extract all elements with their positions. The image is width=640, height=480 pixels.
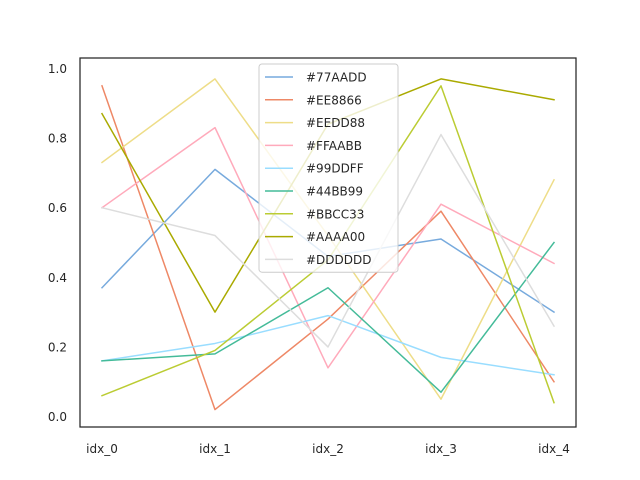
legend-entry-ee8866: #EE8866 — [265, 93, 362, 107]
series-line-44bb99 — [101, 241, 556, 393]
y-tick-label: 1.0 — [48, 62, 67, 76]
y-tick-label: 0.2 — [48, 340, 67, 354]
legend-box — [258, 63, 399, 273]
legend-entry-aaaa00: #AAAA00 — [265, 230, 365, 244]
x-tick-label: idx_4 — [538, 442, 570, 456]
y-tick-label: 0.6 — [48, 201, 67, 215]
legend-label: #EEDD88 — [306, 116, 365, 130]
legend-label: #44BB99 — [306, 185, 363, 199]
plot-frame — [79, 57, 577, 428]
legend-label: #DDDDDD — [306, 253, 372, 267]
legend-label: #99DDFF — [306, 162, 364, 176]
legend-entry-bbcc33: #BBCC33 — [265, 207, 364, 221]
legend-entry-ffaabb: #FFAABB — [265, 139, 362, 153]
legend-label: #BBCC33 — [306, 207, 364, 221]
legend-entry-eedd88: #EEDD88 — [265, 116, 365, 130]
y-tick-label: 0.8 — [48, 132, 67, 146]
y-axis: 0.0 0.2 0.4 0.6 0.8 1.0 — [48, 62, 67, 424]
x-tick-label: idx_2 — [312, 442, 344, 456]
legend-label: #77AADD — [306, 71, 367, 85]
x-axis: idx_0 idx_1 idx_2 idx_3 idx_4 — [86, 442, 570, 456]
legend-label: #AAAA00 — [306, 230, 365, 244]
legend: #77AADD #EE8866 #EEDD88 #FFAABB #99DDFF #44BB… — [258, 63, 399, 273]
y-tick-label: 0.0 — [48, 410, 67, 424]
y-tick-label: 0.4 — [48, 271, 67, 285]
legend-entry-99ddff: #99DDFF — [265, 162, 364, 176]
x-tick-label: idx_3 — [425, 442, 457, 456]
legend-label: #EE8866 — [306, 93, 362, 107]
series-line-dddddd — [101, 133, 556, 348]
x-tick-label: idx_1 — [199, 442, 231, 456]
legend-entry-44bb99: #44BB99 — [265, 185, 363, 199]
legend-entry-dddddd: #DDDDDD — [265, 253, 372, 267]
legend-entry-77aadd: #77AADD — [265, 71, 367, 85]
series-line-ffaabb — [100, 126, 556, 369]
legend-label: #FFAABB — [306, 139, 362, 153]
series-line-ee8866 — [101, 84, 556, 411]
x-tick-label: idx_0 — [86, 442, 118, 456]
series-line-99ddff — [101, 314, 555, 376]
